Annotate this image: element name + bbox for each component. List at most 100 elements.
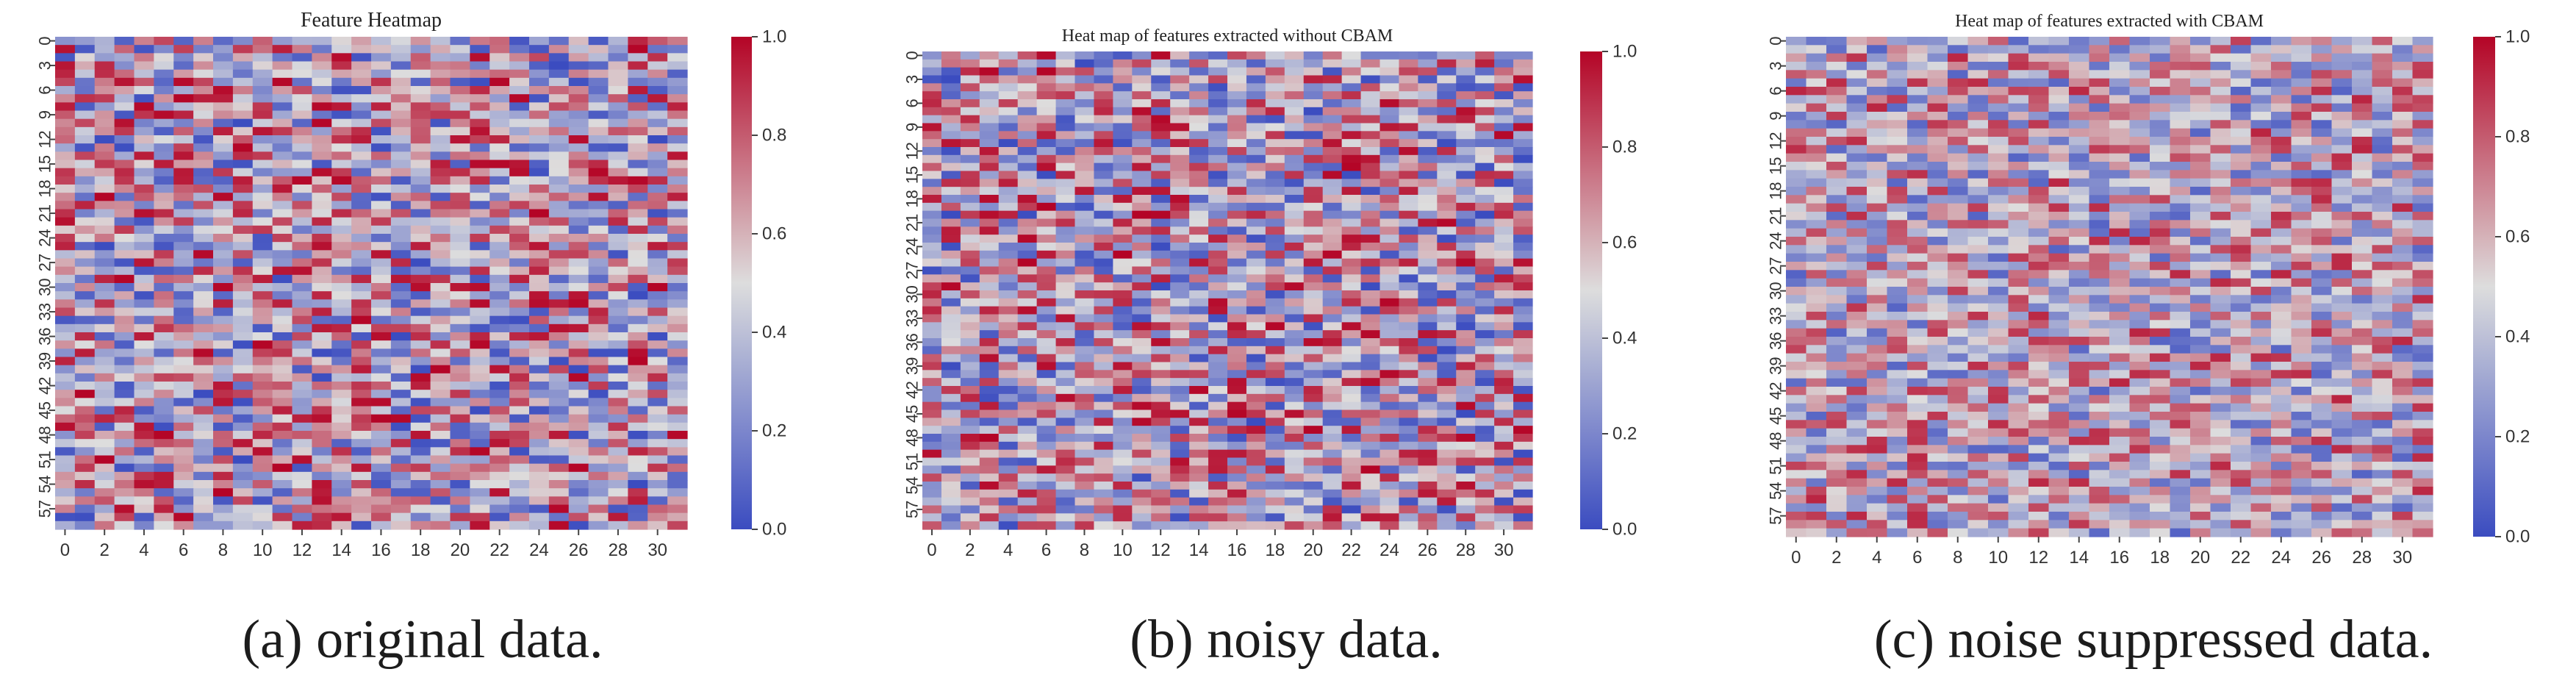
heatmap-cell <box>1151 418 1171 426</box>
heatmap-cell <box>2129 120 2150 129</box>
heatmap-cell <box>371 299 392 309</box>
heatmap-cell <box>114 45 135 54</box>
heatmap-cell <box>1208 179 1228 187</box>
heatmap-cell <box>430 250 451 260</box>
heatmap-cell <box>529 439 550 448</box>
heatmap-cell <box>1867 220 1888 229</box>
heatmap-cell <box>1380 179 1400 187</box>
heatmap-cell <box>154 69 174 79</box>
heatmap-cell <box>2412 278 2433 287</box>
heatmap-cell <box>1475 434 1495 443</box>
heatmap-cell <box>1846 187 1868 196</box>
heatmap-cell <box>1227 91 1247 100</box>
heatmap-cell <box>410 242 431 251</box>
heatmap-cell <box>1074 99 1095 108</box>
heatmap-cell <box>292 340 312 349</box>
heatmap-cell <box>1055 346 1076 355</box>
heatmap-cell <box>647 431 668 440</box>
heatmap-cell <box>1074 258 1095 268</box>
heatmap-cell <box>252 151 273 161</box>
heatmap-cell <box>2109 137 2131 146</box>
heatmap-cell <box>941 83 961 92</box>
heatmap-cell <box>331 217 352 226</box>
heatmap-cell <box>2352 145 2373 154</box>
heatmap-cell <box>1322 91 1343 100</box>
heatmap-cell <box>1456 386 1476 395</box>
heatmap-cell <box>430 315 451 325</box>
heatmap-cell <box>1036 418 1057 426</box>
heatmap-cell <box>588 348 609 358</box>
heatmap-cell <box>2210 262 2231 271</box>
heatmap-cell <box>1418 99 1438 108</box>
heatmap-cell <box>1360 147 1381 156</box>
heatmap-cell <box>1036 473 1057 482</box>
heatmap-cell <box>154 390 174 398</box>
heatmap-cell <box>1113 179 1133 187</box>
heatmap-cell <box>998 505 1019 514</box>
heatmap-cell <box>173 151 194 161</box>
heatmap-cell <box>2291 178 2312 187</box>
heatmap-cell <box>1151 171 1171 179</box>
heatmap-cell <box>2392 145 2414 154</box>
heatmap-cell <box>2210 278 2231 287</box>
heatmap-cell <box>154 463 174 473</box>
heatmap-cell <box>74 307 96 317</box>
heatmap-cell <box>1456 322 1476 331</box>
heatmap-cell <box>430 53 451 62</box>
heatmap-cell <box>1132 354 1152 363</box>
y-tick-label: 21 <box>36 204 54 222</box>
heatmap-cell <box>1494 513 1514 522</box>
y-tick-label: 51 <box>903 453 922 471</box>
heatmap-cell <box>2250 170 2272 179</box>
heatmap-cell <box>272 447 293 457</box>
heatmap-cell <box>1322 250 1343 260</box>
heatmap-cell <box>2048 45 2070 54</box>
heatmap-cell <box>1284 338 1305 347</box>
heatmap-cell <box>667 488 688 497</box>
heatmap-cell <box>941 322 961 331</box>
heatmap-cell <box>1113 330 1133 339</box>
heatmap-cell <box>74 69 96 79</box>
heatmap-cell <box>193 431 214 440</box>
heatmap-cell <box>2190 253 2211 262</box>
heatmap-cell <box>2170 128 2191 137</box>
heatmap-cell <box>1170 354 1190 363</box>
heatmap-cell <box>2372 45 2393 54</box>
heatmap-cell <box>647 422 668 432</box>
heatmap-cell <box>667 398 688 407</box>
heatmap-cell <box>232 266 254 276</box>
heatmap-cell <box>1322 434 1343 443</box>
heatmap-cell <box>1341 409 1362 418</box>
heatmap-cell <box>608 357 628 366</box>
heatmap-cell <box>628 406 648 415</box>
heatmap-cell <box>312 471 332 481</box>
heatmap-cell <box>94 390 115 398</box>
heatmap-cell <box>94 323 115 333</box>
heatmap-cell <box>2331 278 2353 287</box>
heatmap-cell <box>489 234 510 243</box>
heatmap-cell <box>1437 441 1457 451</box>
heatmap-cell <box>1151 306 1171 315</box>
heatmap-cell <box>272 463 293 473</box>
heatmap-cell <box>371 504 392 514</box>
heatmap-cell <box>1360 218 1381 227</box>
heatmap-cell <box>941 139 961 148</box>
heatmap-cell <box>173 193 194 201</box>
heatmap-cell <box>647 373 668 382</box>
heatmap-cell <box>1475 441 1495 451</box>
heatmap-cell <box>272 373 293 382</box>
heatmap-cell <box>1437 378 1457 387</box>
heatmap-cell <box>1456 505 1476 514</box>
heatmap-cell <box>450 160 470 169</box>
heatmap-cell <box>272 274 293 284</box>
heatmap-cell <box>2210 253 2231 262</box>
heatmap-cell <box>1475 226 1495 235</box>
heatmap-cell <box>272 480 293 489</box>
heatmap-cell <box>1036 123 1057 132</box>
heatmap-cell <box>667 118 688 128</box>
heatmap-cell <box>1380 465 1400 474</box>
heatmap-cell <box>2291 128 2312 137</box>
heatmap-cell <box>213 69 234 79</box>
heatmap-cell <box>608 53 628 62</box>
heatmap-cell <box>1786 195 1807 204</box>
